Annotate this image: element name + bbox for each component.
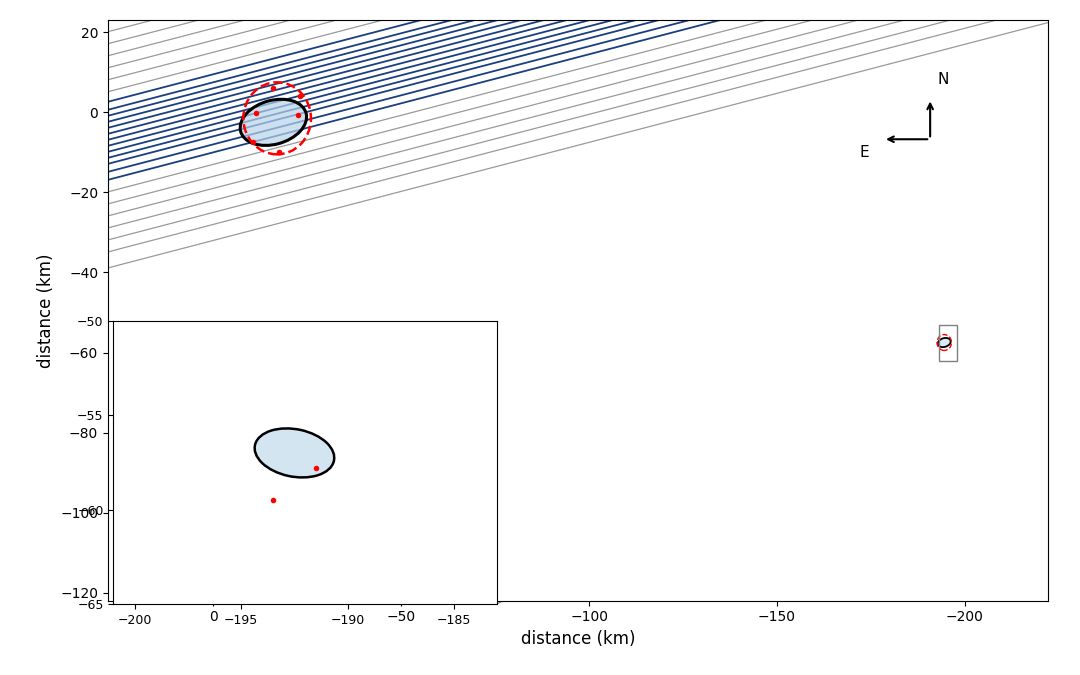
Text: N: N <box>937 72 949 87</box>
Ellipse shape <box>240 99 307 145</box>
X-axis label: distance (km): distance (km) <box>521 630 635 648</box>
Y-axis label: distance (km): distance (km) <box>37 253 55 368</box>
Ellipse shape <box>255 429 334 477</box>
Ellipse shape <box>937 338 950 347</box>
Text: E: E <box>860 145 869 160</box>
Bar <box>939 325 957 360</box>
